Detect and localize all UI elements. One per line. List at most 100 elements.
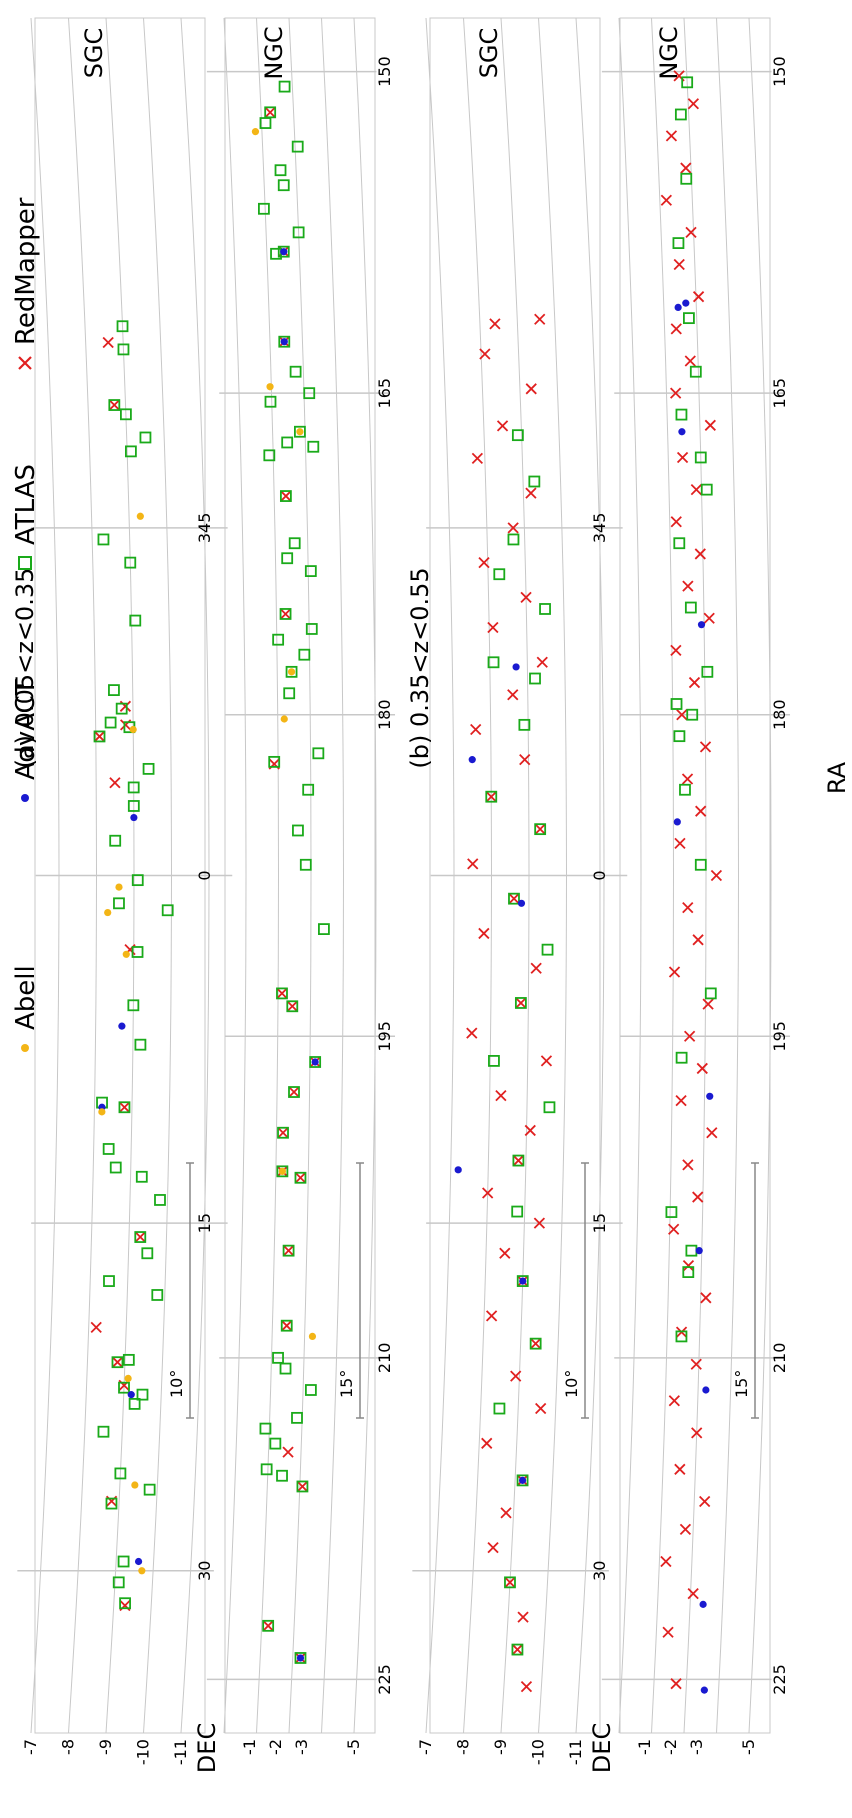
redmapper-point	[296, 1480, 309, 1493]
advact-point	[678, 428, 686, 436]
atlas-point	[276, 987, 288, 1000]
atlas-point	[681, 76, 694, 89]
redmapper-point	[512, 1154, 525, 1167]
atlas-point	[286, 1000, 299, 1013]
redmapper-point	[288, 1086, 300, 1098]
advact-point	[130, 813, 138, 822]
scale-bar-label: 15°	[732, 1370, 751, 1398]
redmapper-x-stroke	[703, 612, 715, 624]
advact-point	[695, 1247, 703, 1255]
redmapper-point	[682, 902, 694, 914]
atlas-point	[122, 1353, 135, 1366]
dec-grid-line	[683, 17, 707, 1734]
dec-tick-label: -9	[96, 1739, 115, 1755]
redmapper-point	[676, 709, 688, 721]
redmapper-point	[668, 966, 681, 978]
atlas-point	[264, 106, 277, 119]
legend-item-abell: Abell	[11, 965, 41, 1052]
redmapper-point	[687, 98, 700, 110]
atlas-point	[151, 1289, 164, 1301]
advact-point	[280, 248, 288, 256]
atlas-point	[296, 1480, 309, 1493]
redmapper-point	[687, 1588, 699, 1600]
atlas-point	[282, 1244, 295, 1257]
redmapper-x-stroke	[670, 644, 682, 657]
redmapper-point	[507, 522, 519, 534]
atlas-point	[278, 80, 291, 93]
redmapper-point	[466, 1027, 478, 1039]
redmapper-x-stroke	[706, 1127, 718, 1139]
atlas-point	[134, 1038, 147, 1051]
atlas-point	[292, 824, 304, 837]
panel-frame	[224, 17, 376, 1734]
atlas-point	[680, 172, 693, 185]
abell-point	[131, 1481, 139, 1489]
atlas-point	[686, 708, 699, 721]
redmapper-x-stroke	[485, 1310, 498, 1322]
atlas-point	[120, 408, 132, 421]
ra-tick-label: 15	[590, 1213, 609, 1233]
atlas-point	[109, 1161, 122, 1174]
redmapper-point	[520, 591, 532, 604]
redmapper-point	[670, 323, 682, 335]
atlas-point	[294, 1652, 307, 1664]
redmapper-point	[282, 1245, 295, 1257]
atlas-point	[127, 999, 140, 1012]
atlas-point	[97, 533, 110, 546]
atlas-point	[131, 946, 144, 958]
redmapper-point	[670, 387, 682, 399]
dec-tick-label: -9	[491, 1739, 510, 1755]
redmapper-point	[699, 741, 712, 753]
redmapper-x-stroke	[102, 336, 114, 349]
atlas-point	[318, 923, 330, 935]
atlas-point	[675, 408, 688, 421]
atlas-point	[260, 1463, 273, 1476]
x-axis-label: RA	[823, 761, 851, 794]
atlas-point	[665, 1206, 678, 1218]
redmapper-point	[530, 1338, 542, 1350]
redmapper-x-stroke	[276, 987, 288, 1000]
abell-point	[122, 950, 130, 958]
redmapper-point	[510, 1370, 522, 1382]
redmapper-point	[471, 452, 484, 464]
redmapper-x-stroke	[508, 893, 520, 905]
atlas-point	[684, 601, 697, 614]
atlas-point	[529, 1337, 542, 1350]
atlas-point	[541, 943, 554, 956]
redmapper-x-stroke	[481, 1437, 493, 1449]
redmapper-point	[683, 1030, 696, 1042]
ra-tick-label: 30	[590, 1561, 609, 1581]
redmapper-x-stroke	[691, 1427, 703, 1439]
atlas-point	[694, 858, 707, 871]
redmapper-x-stroke	[690, 1358, 702, 1370]
redmapper-x-stroke	[670, 323, 682, 335]
redmapper-x-stroke	[109, 777, 121, 789]
abell-point	[266, 383, 274, 391]
advact-point	[702, 1386, 710, 1394]
redmapper-x-stroke	[676, 451, 689, 464]
advact-point	[517, 899, 526, 907]
redmapper-point	[674, 1463, 686, 1475]
advact-point	[296, 1654, 305, 1662]
redmapper-x-stroke	[692, 1191, 704, 1203]
atlas-point	[128, 1398, 141, 1410]
atlas-point	[674, 108, 687, 121]
abell-point	[296, 428, 304, 436]
ra-tick-label: 345	[590, 513, 609, 544]
legend-label: ATLAS	[11, 464, 41, 545]
atlas-point	[93, 730, 106, 743]
redmapper-x-stroke	[673, 258, 685, 271]
redmapper-point	[511, 1643, 524, 1656]
abell-point	[278, 1167, 286, 1175]
redmapper-point	[540, 1055, 553, 1067]
atlas-point	[504, 1576, 516, 1589]
redmapper-point	[679, 1523, 692, 1535]
redmapper-x-stroke	[699, 741, 712, 753]
atlas-point	[278, 335, 291, 348]
ra-tick-label: 195	[770, 1021, 789, 1052]
redmapper-x-stroke	[466, 1027, 478, 1039]
redmapper-point	[692, 1191, 704, 1203]
redmapper-x-stroke	[692, 291, 705, 303]
redmapper-point	[525, 487, 537, 499]
redmapper-point	[685, 226, 697, 239]
